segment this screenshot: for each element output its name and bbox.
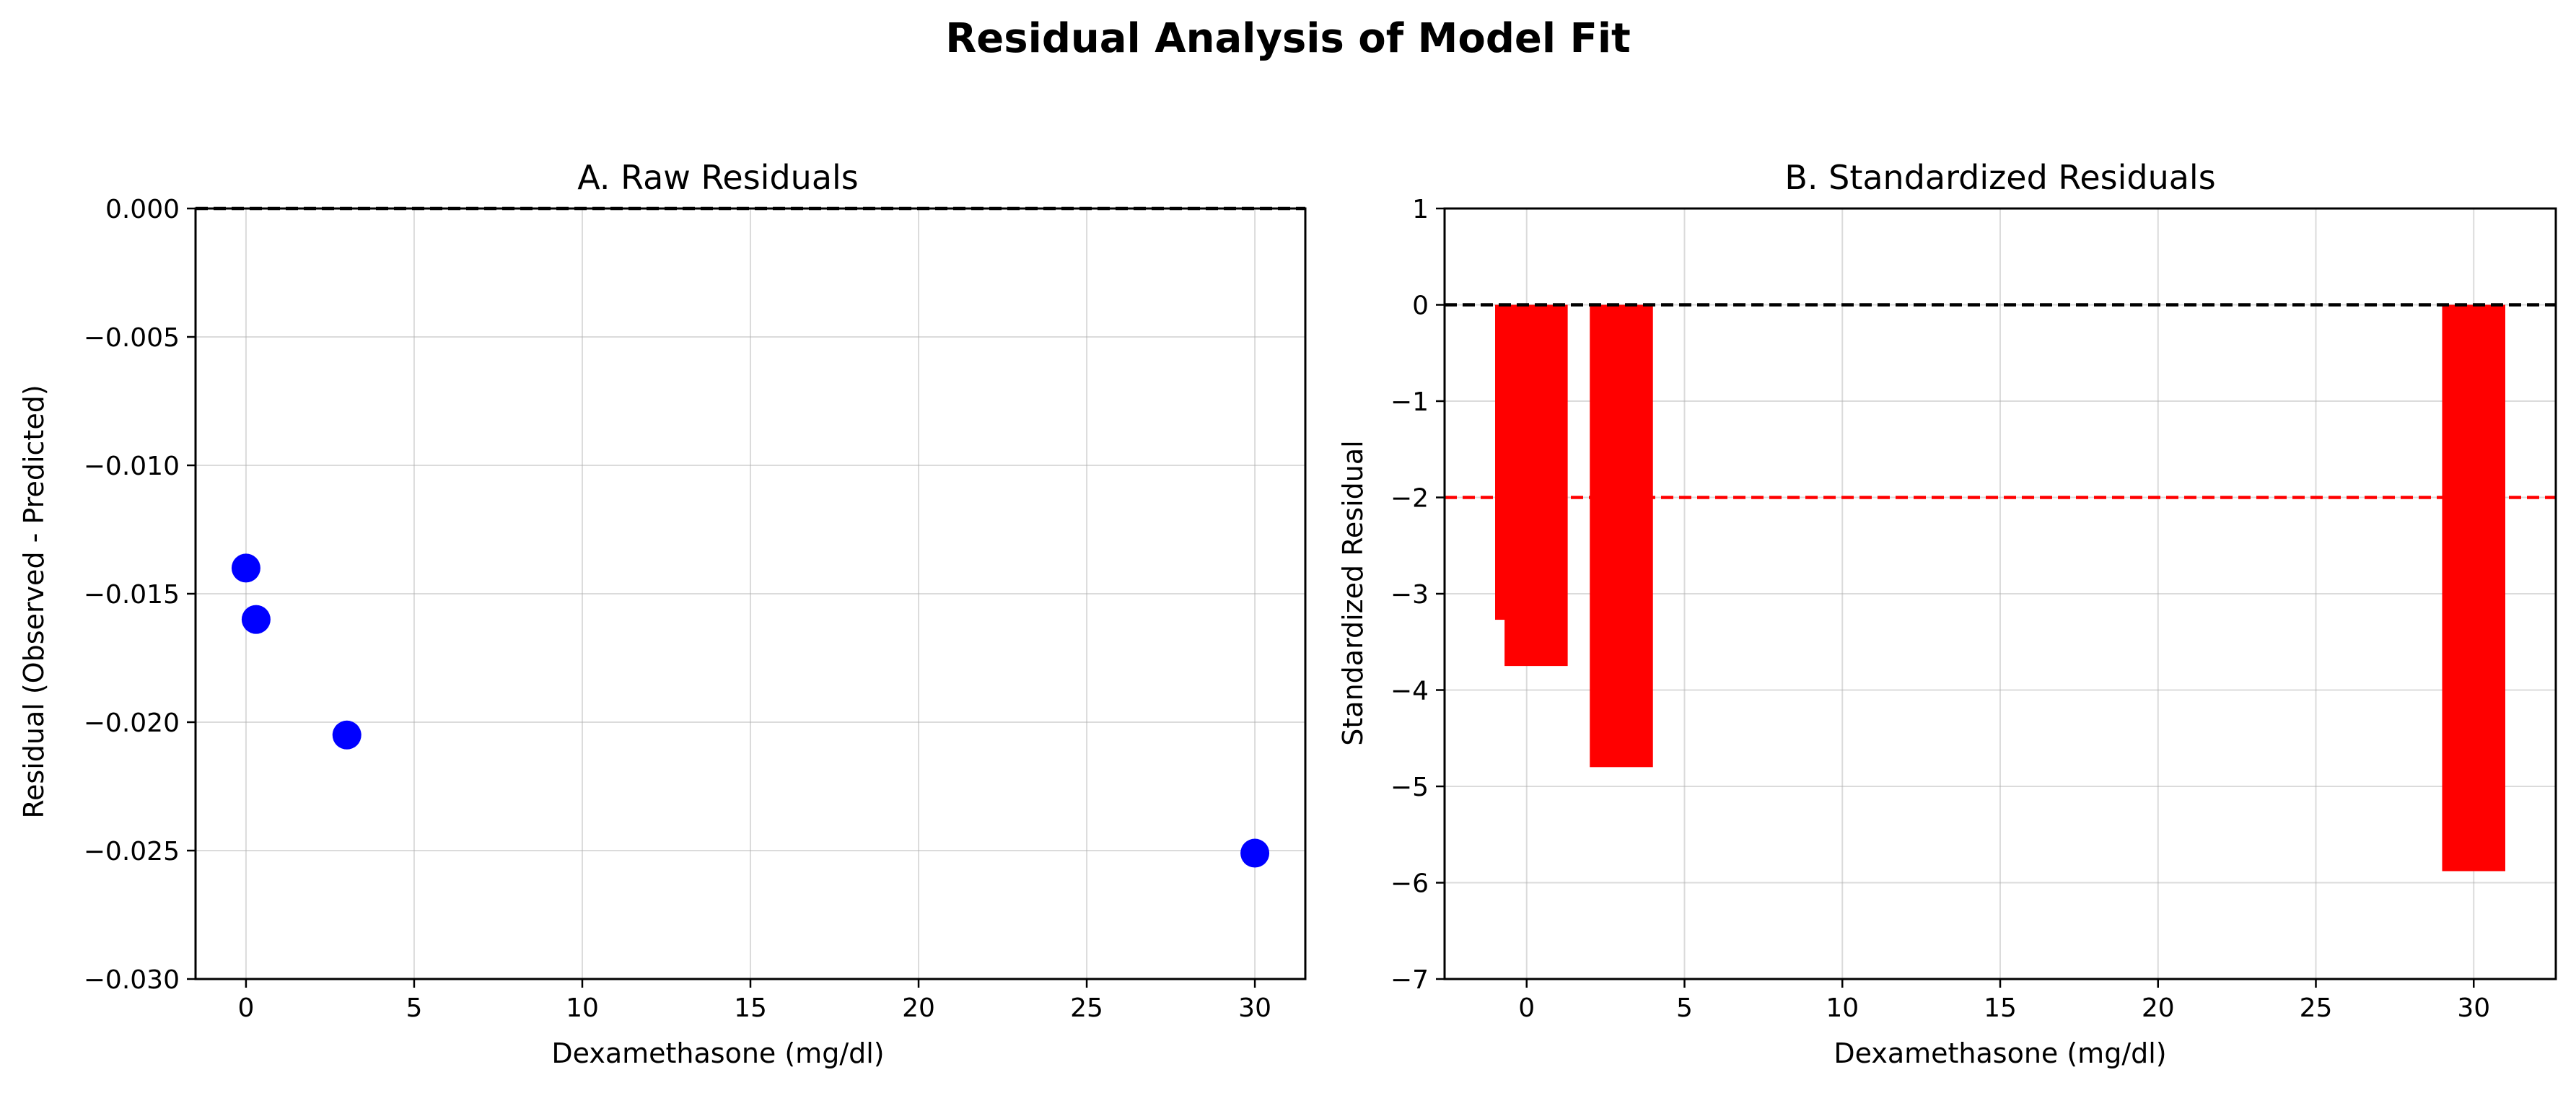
standardized-residuals-y-tick-label: −3 bbox=[1390, 580, 1429, 610]
raw-residuals-y-tick-label: −0.015 bbox=[84, 580, 180, 610]
standardized-residuals-y-tick-label: −1 bbox=[1390, 387, 1429, 417]
raw-residuals-x-tick-label: 0 bbox=[237, 993, 254, 1023]
raw-residuals-y-tick-label: −0.025 bbox=[84, 837, 180, 866]
raw-residuals-y-tick-label: −0.030 bbox=[84, 965, 180, 995]
standardized-residuals-y-tick-label: −4 bbox=[1390, 677, 1429, 706]
standardized-residuals-x-ticks: 0 5 10 15 20 25 30 bbox=[1518, 979, 2490, 1023]
raw-residuals-y-tick-label: −0.010 bbox=[84, 452, 180, 481]
residual-bar bbox=[2442, 304, 2505, 872]
standardized-residuals-bars bbox=[1495, 304, 2505, 872]
standardized-residuals-x-tick-label: 5 bbox=[1676, 993, 1693, 1023]
raw-residuals-x-ticks: 0 5 10 15 20 25 30 bbox=[237, 979, 1271, 1023]
raw-residuals-y-tick-label: −0.020 bbox=[84, 708, 180, 738]
raw-residuals-y-tick-label: 0.000 bbox=[105, 195, 180, 224]
standardized-residuals-y-tick-label: −2 bbox=[1390, 484, 1429, 514]
standardized-residuals-y-tick-label: −6 bbox=[1390, 869, 1429, 899]
raw-residuals-x-tick-label: 30 bbox=[1238, 993, 1271, 1023]
standardized-residuals-y-tick-label: 1 bbox=[1412, 195, 1429, 224]
standardized-residuals-x-tick-label: 15 bbox=[1984, 993, 2017, 1023]
raw-residuals-xlabel: Dexamethasone (mg/dl) bbox=[551, 1037, 884, 1069]
standardized-residuals-y-ticks: 1 0 −1 −2 −3 −4 −5 −6 −7 bbox=[1390, 195, 1445, 995]
figure-title: Residual Analysis of Model Fit bbox=[945, 15, 1631, 62]
raw-residuals-ylabel: Residual (Observed - Predicted) bbox=[18, 385, 50, 818]
data-point bbox=[1240, 838, 1270, 868]
raw-residuals-y-ticks: 0.000 −0.005 −0.010 −0.015 −0.020 −0.025 −0.03… bbox=[84, 195, 196, 995]
raw-residuals-panel: A. Raw Residuals Dexamethasone (mg/dl) R… bbox=[18, 158, 1307, 1069]
raw-residuals-x-tick-label: 10 bbox=[566, 993, 599, 1023]
standardized-residuals-x-tick-label: 10 bbox=[1826, 993, 1859, 1023]
data-point bbox=[241, 605, 271, 634]
raw-residuals-x-tick-label: 15 bbox=[734, 993, 767, 1023]
standardized-residuals-y-tick-label: −5 bbox=[1390, 773, 1429, 802]
raw-residuals-x-tick-label: 20 bbox=[902, 993, 935, 1023]
standardized-residuals-x-tick-label: 0 bbox=[1518, 993, 1535, 1023]
data-point bbox=[231, 553, 260, 583]
standardized-residuals-x-tick-label: 30 bbox=[2457, 993, 2490, 1023]
residual-bar bbox=[1504, 304, 1568, 667]
raw-residuals-title: A. Raw Residuals bbox=[577, 158, 859, 197]
standardized-residuals-title: B. Standardized Residuals bbox=[1784, 158, 2215, 197]
raw-residuals-x-tick-label: 25 bbox=[1070, 993, 1103, 1023]
residual-bar bbox=[1590, 304, 1653, 768]
raw-residuals-y-tick-label: −0.005 bbox=[84, 323, 180, 353]
standardized-residuals-y-tick-label: −7 bbox=[1390, 965, 1429, 995]
standardized-residuals-ylabel: Standardized Residual bbox=[1337, 440, 1369, 745]
standardized-residuals-reference-lines bbox=[1445, 303, 2556, 499]
standardized-residuals-x-tick-label: 25 bbox=[2300, 993, 2333, 1023]
raw-residuals-grid bbox=[196, 208, 1305, 980]
standardized-residuals-panel: B. Standardized Residuals Dexamethasone … bbox=[1337, 158, 2557, 1069]
raw-residuals-x-tick-label: 5 bbox=[406, 993, 422, 1023]
standardized-residuals-y-tick-label: 0 bbox=[1412, 291, 1429, 321]
data-point bbox=[332, 720, 362, 750]
standardized-residuals-xlabel: Dexamethasone (mg/dl) bbox=[1834, 1037, 2166, 1069]
standardized-residuals-x-tick-label: 20 bbox=[2142, 993, 2175, 1023]
raw-residuals-points bbox=[231, 553, 1270, 868]
